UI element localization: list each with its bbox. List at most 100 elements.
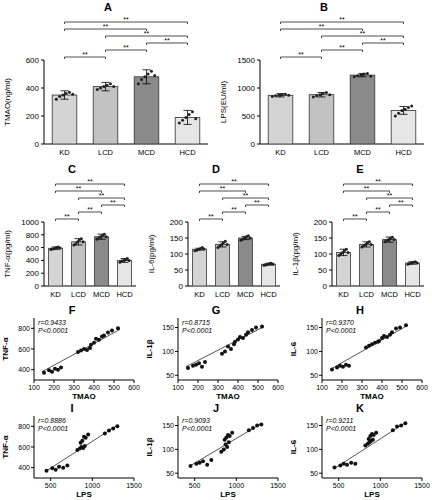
y-axis-label: IL-6 <box>289 341 298 356</box>
y-axis-label: TNF-α <box>1 337 10 360</box>
y-tick-label: 500 <box>242 112 256 121</box>
panel: A0200400600TMAO(ng/ml)KDLCDMCDHCD*******… <box>3 1 208 157</box>
annotation: r=0.8886 <box>38 417 66 424</box>
significance-label: ** <box>364 185 370 192</box>
data-point <box>116 326 120 330</box>
data-point <box>374 431 378 435</box>
y-tick <box>257 144 260 145</box>
panel-letter: E <box>356 163 363 175</box>
x-tick-label: 300 <box>68 384 80 391</box>
y-tick <box>329 270 332 271</box>
y-tick <box>319 351 322 352</box>
x-axis <box>34 478 134 479</box>
panel: K5001000150050100150LPSIL-6r=0.9211P<0.0… <box>289 402 430 499</box>
significance-label: ** <box>64 213 70 220</box>
y-tick-label: 200 <box>314 218 328 227</box>
x-tick-label: 600 <box>416 384 428 391</box>
data-point <box>61 466 65 470</box>
x-tick-label: 500 <box>189 482 201 489</box>
data-point <box>57 465 61 469</box>
data-point <box>109 82 112 85</box>
x-tick <box>114 380 115 383</box>
data-point <box>394 326 398 330</box>
data-point <box>322 92 325 95</box>
data-point <box>315 94 318 97</box>
significance-label: ** <box>319 23 325 30</box>
data-point <box>223 349 227 353</box>
error-bar <box>277 94 285 97</box>
data-point <box>201 459 205 463</box>
data-point <box>228 434 232 438</box>
bar <box>350 75 375 144</box>
x-tick-label: 400 <box>232 384 244 391</box>
data-point <box>247 428 251 432</box>
data-point <box>80 439 84 443</box>
panel-letter: K <box>356 402 364 414</box>
x-axis <box>178 478 278 479</box>
y-tick <box>175 327 178 328</box>
x-tick <box>236 478 237 481</box>
x-tick-label: 1000 <box>85 482 101 489</box>
data-point <box>356 74 359 77</box>
significance-label: ** <box>82 51 88 58</box>
x-tick-label: MCD <box>93 290 111 299</box>
y-tick-label: 50 <box>174 266 183 275</box>
significance-label: ** <box>380 37 386 44</box>
x-axis <box>322 478 422 479</box>
data-point <box>255 424 259 428</box>
data-point <box>150 70 153 73</box>
significance-label: ** <box>254 199 260 206</box>
x-tick-label: 200 <box>192 384 204 391</box>
data-point <box>416 261 419 264</box>
bar <box>49 248 63 286</box>
y-axis-label: IL-1β <box>145 339 154 358</box>
data-point <box>42 371 46 375</box>
y-tick <box>31 349 34 350</box>
significance-label: ** <box>352 213 358 220</box>
significance-label: ** <box>298 51 304 58</box>
x-tick-label: 1500 <box>414 482 430 489</box>
bar <box>95 237 109 286</box>
y-tick-label: 100 <box>162 446 174 453</box>
error-bar <box>61 91 69 99</box>
y-tick-label: 800 <box>26 231 40 240</box>
error-cap <box>102 90 110 91</box>
error-cap <box>318 96 326 97</box>
x-axis <box>178 380 278 381</box>
bar <box>268 95 293 144</box>
x-tick-label: HCD <box>395 148 412 157</box>
x-tick-label: KD <box>194 290 205 299</box>
data-point <box>186 366 190 370</box>
y-tick <box>329 238 332 239</box>
data-point <box>404 323 408 327</box>
panel: F100200300400500600400600800TMAOTNF-αr=0… <box>1 304 140 401</box>
bar <box>93 87 118 144</box>
error-cap <box>184 110 192 111</box>
bar <box>239 238 253 286</box>
x-tick <box>322 380 323 383</box>
bar <box>216 244 230 286</box>
data-point <box>225 445 229 449</box>
y-tick-label: 100 <box>162 348 174 355</box>
error-cap <box>340 249 348 250</box>
x-axis-label: LPS <box>364 490 380 499</box>
y-tick-label: 150 <box>170 234 184 243</box>
data-point <box>347 251 350 254</box>
x-tick <box>342 380 343 383</box>
data-point <box>226 243 229 246</box>
data-point <box>106 330 110 334</box>
y-tick-label: 0 <box>251 140 256 149</box>
y-tick <box>175 425 178 426</box>
data-point <box>353 75 356 78</box>
data-point <box>368 240 371 243</box>
data-point <box>194 117 197 120</box>
y-tick <box>185 222 188 223</box>
x-tick-label: 200 <box>336 384 348 391</box>
annotation: r=0.8715 <box>182 319 210 326</box>
x-tick <box>34 380 35 383</box>
data-point <box>224 240 227 243</box>
y-tick-label: 1500 <box>237 56 255 65</box>
x-tick-label: 100 <box>316 384 328 391</box>
y-tick-label: 400 <box>18 366 30 373</box>
data-point <box>84 436 88 440</box>
